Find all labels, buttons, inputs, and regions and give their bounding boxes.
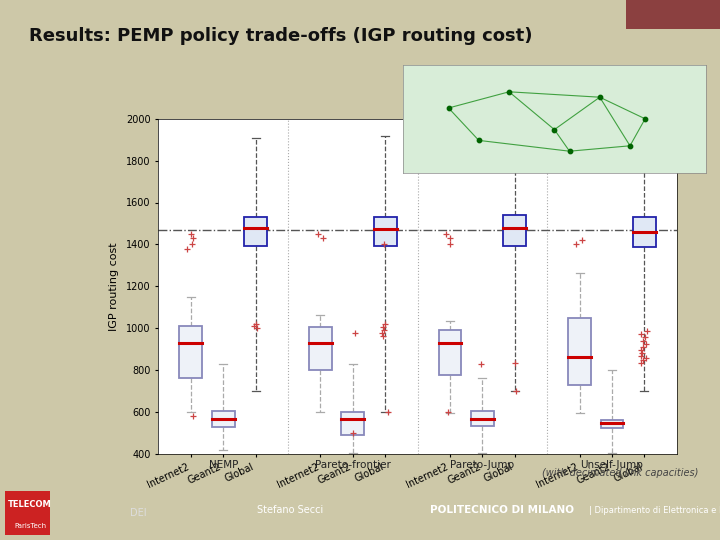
Text: Stefano Secci: Stefano Secci (256, 505, 323, 515)
Text: NEMP: NEMP (209, 460, 238, 470)
Text: (with decimated link capacities): (with decimated link capacities) (542, 468, 698, 478)
Y-axis label: IGP routing cost: IGP routing cost (109, 242, 120, 330)
Text: ParisTech: ParisTech (14, 523, 46, 530)
Bar (5, 491, 50, 535)
Bar (503, 215, 526, 246)
Bar (244, 217, 267, 246)
Bar (600, 420, 624, 429)
Bar (212, 411, 235, 428)
Text: TELECOM: TELECOM (9, 501, 52, 509)
Text: POLITECNICO DI MILANO: POLITECNICO DI MILANO (430, 505, 574, 515)
Bar (341, 411, 364, 435)
Text: Unself-Jump: Unself-Jump (580, 460, 644, 470)
Text: | Dipartimento di Elettronica e Informazione: | Dipartimento di Elettronica e Informaz… (589, 506, 720, 515)
Text: Pareto-Jump: Pareto-Jump (450, 460, 515, 470)
Bar (179, 326, 202, 378)
Bar (471, 411, 494, 427)
Bar (438, 330, 462, 375)
Text: Results: PEMP policy trade-offs (IGP routing cost): Results: PEMP policy trade-offs (IGP rou… (29, 26, 532, 45)
Text: Pareto-frontier: Pareto-frontier (315, 460, 391, 470)
Bar (633, 217, 656, 247)
Bar (568, 318, 591, 384)
Bar (309, 327, 332, 370)
Text: DEI: DEI (130, 508, 147, 518)
Bar (626, 0, 720, 29)
Bar (374, 217, 397, 246)
